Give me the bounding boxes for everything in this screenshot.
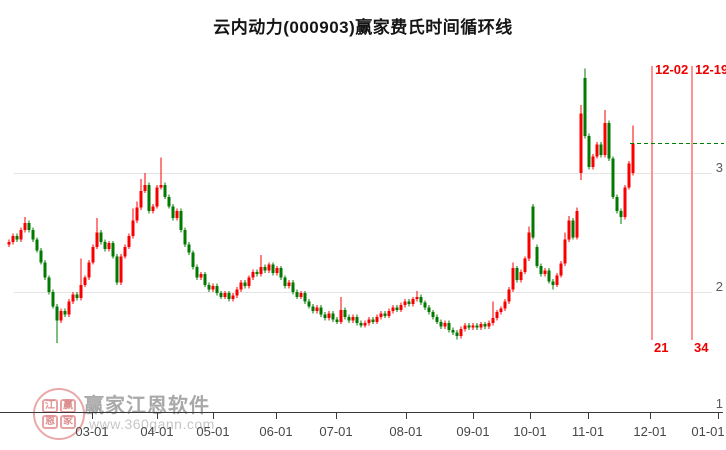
x-tick-label: 08-01 (389, 424, 423, 439)
x-axis (0, 412, 723, 419)
y-axis-label-3: 3 (715, 160, 723, 175)
x-tick-label: 03-01 (75, 424, 109, 439)
fib-line-date-label: 12-02 (655, 62, 689, 77)
y-axis-label-1: 1 (715, 396, 723, 411)
watermark-website-url: www.360gann.com (89, 416, 215, 432)
x-tick-label: 09-01 (456, 424, 490, 439)
x-tick-label: 04-01 (140, 424, 174, 439)
watermark-logo-char: 恩 (42, 415, 58, 429)
x-tick-label: 01-01 (691, 424, 725, 439)
fib-line-count-label: 21 (654, 340, 669, 355)
x-tick-label: 05-01 (196, 424, 230, 439)
x-tick-label: 12-01 (633, 424, 667, 439)
candle-series (7, 68, 635, 344)
fib-line-date-label: 12-19 (695, 62, 726, 77)
x-tick-label: 11-01 (571, 424, 605, 439)
fib-line-count-label: 34 (694, 340, 709, 355)
x-tick-label: 07-01 (319, 424, 353, 439)
fib-time-lines (651, 66, 693, 340)
y-axis-label-2: 2 (715, 279, 723, 294)
watermark-logo-char: 家 (60, 415, 76, 429)
x-tick-label: 10-01 (513, 424, 547, 439)
watermark-software-name: 赢家江恩软件 (84, 395, 210, 417)
grid-lines (14, 173, 712, 293)
chart-title: 云内动力(000903)赢家费氏时间循环线 (213, 18, 513, 37)
x-tick-label: 06-01 (259, 424, 293, 439)
